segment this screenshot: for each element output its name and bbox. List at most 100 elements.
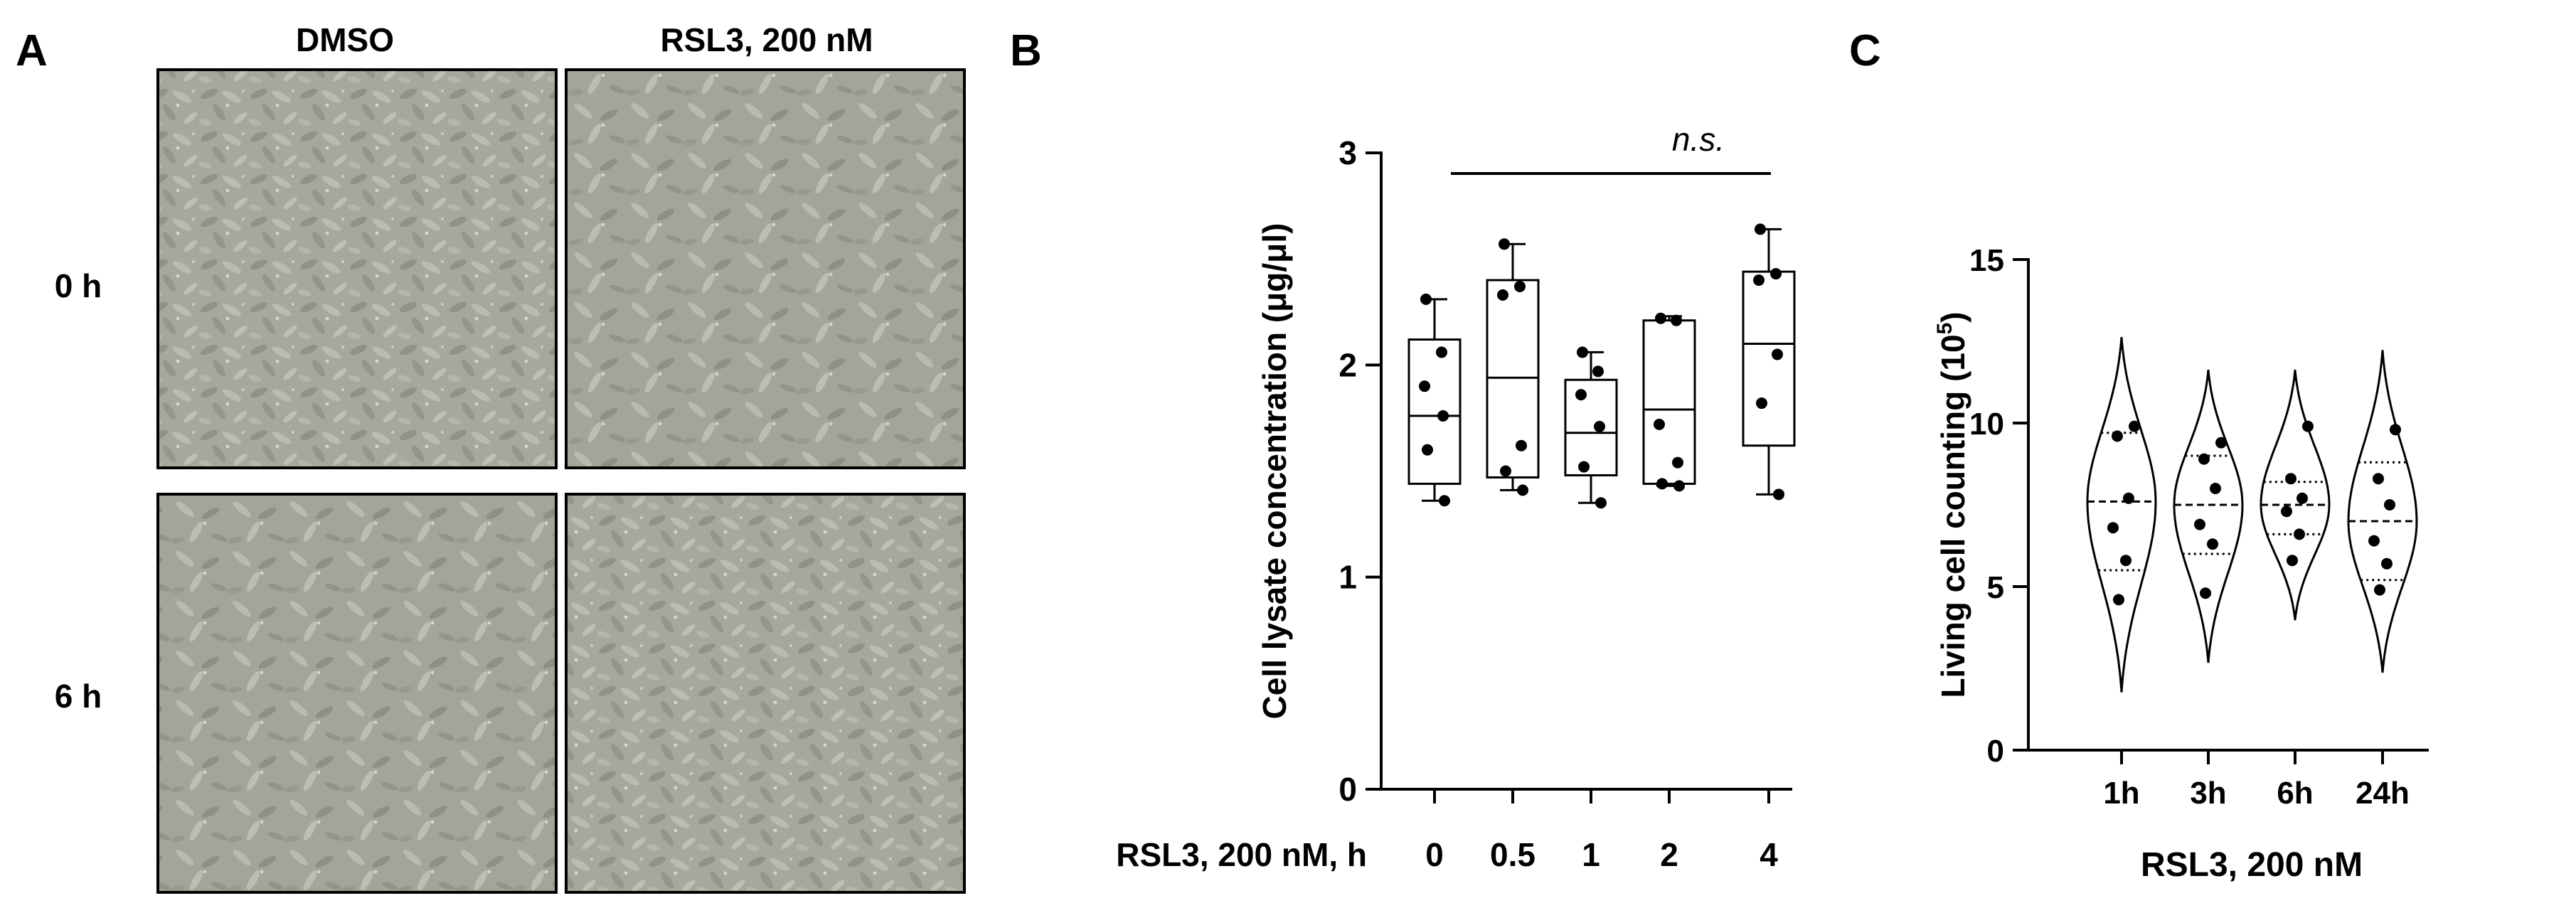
x-tick-label: 4	[1760, 836, 1778, 873]
box-plot-lysate: 0 1 2 3 0 0.5 1 2 4 RSL3, 200 nM, h Cell lysate co…	[1116, 121, 1796, 873]
data-point	[2129, 420, 2140, 432]
iqr-box	[1564, 378, 1618, 476]
y-tick-label: 5	[1987, 570, 2004, 605]
box-2	[1642, 312, 1696, 492]
data-point	[1436, 346, 1447, 358]
y-axis-label-close: )	[1934, 311, 1971, 322]
y-tick-label: 0	[1338, 771, 1357, 808]
micrograph-rsl3-0h	[565, 68, 966, 469]
data-point	[1419, 380, 1430, 392]
data-point	[1755, 223, 1766, 235]
y-axis-label: Living cell counting (105)	[1933, 311, 1971, 698]
data-point	[1655, 312, 1666, 324]
data-point	[2207, 538, 2218, 550]
box-1	[1564, 346, 1618, 509]
y-tick-label: 10	[1969, 407, 2004, 442]
x-tick-label: 0	[1425, 836, 1444, 873]
x-tick-label: 3h	[2190, 776, 2226, 811]
data-point	[1517, 484, 1528, 496]
data-point	[2302, 420, 2314, 432]
column-label-rsl3: RSL3, 200 nM	[660, 21, 873, 58]
column-label-dmso: DMSO	[296, 21, 394, 58]
violin-24h	[2347, 350, 2418, 673]
data-point	[1578, 461, 1590, 473]
data-point	[2368, 535, 2380, 547]
data-point	[1772, 348, 1783, 360]
data-point	[1753, 274, 1765, 286]
panel-letter-a: A	[16, 26, 48, 75]
row-label-6h: 6 h	[55, 678, 102, 715]
data-point	[1656, 478, 1668, 490]
box-4	[1742, 223, 1796, 501]
data-point	[1671, 314, 1682, 326]
data-point	[2198, 453, 2210, 465]
x-tick-label: 0.5	[1490, 836, 1536, 873]
data-point	[2296, 492, 2308, 504]
y-axis-label-main: Living cell counting (10	[1934, 334, 1971, 698]
data-point	[1514, 280, 1526, 292]
significance-label: n.s.	[1672, 121, 1725, 158]
box-0.5	[1486, 238, 1540, 496]
panel-letter-b: B	[1010, 26, 1042, 75]
row-label-0h: 0 h	[55, 267, 102, 304]
violin-plot-living-cells: 0 5 10 15 1h 3h 6h 24h RSL3, 200 nM Living cell c…	[1933, 243, 2429, 884]
x-axis-label: RSL3, 200 nM, h	[1116, 836, 1367, 873]
y-tick-label: 15	[1969, 243, 2004, 278]
y-tick-label: 0	[1987, 734, 2004, 769]
data-point	[2373, 473, 2384, 485]
micrograph-dmso-6h	[156, 493, 558, 894]
data-point	[2285, 473, 2296, 485]
data-point	[1577, 346, 1588, 358]
data-point	[1516, 439, 1527, 452]
data-point	[1672, 456, 1683, 469]
y-axis-label-superscript: 5	[1933, 323, 1957, 335]
y-tick-label: 3	[1338, 134, 1357, 171]
data-point	[2390, 424, 2401, 436]
data-point	[2120, 555, 2131, 567]
data-point	[2194, 518, 2205, 530]
data-point	[1422, 444, 1433, 456]
x-tick-label: 6h	[2277, 776, 2313, 811]
panel-letter-c: C	[1849, 26, 1881, 75]
data-point	[2384, 499, 2395, 511]
violin-outline	[2173, 369, 2244, 663]
data-point	[2287, 555, 2298, 567]
violin-outline	[2086, 336, 2157, 693]
iqr-box	[1742, 270, 1796, 447]
data-point	[1592, 365, 1604, 378]
data-point	[2381, 557, 2393, 570]
micrograph-rsl3-6h	[565, 493, 966, 894]
data-point	[1420, 293, 1432, 305]
data-point	[1439, 495, 1450, 507]
data-point	[1595, 497, 1607, 509]
data-point	[2294, 528, 2305, 540]
data-point	[1575, 389, 1587, 401]
violin-outline	[2260, 369, 2331, 621]
x-tick-label: 1	[1582, 836, 1600, 873]
x-tick-label: 2	[1660, 836, 1678, 873]
data-point	[1773, 488, 1784, 501]
violin-6h	[2260, 369, 2331, 621]
data-point	[2215, 437, 2227, 449]
x-axis-label: RSL3, 200 nM	[2141, 846, 2363, 884]
data-point	[1497, 289, 1508, 301]
data-point	[2210, 483, 2221, 494]
y-tick-label: 2	[1338, 346, 1357, 383]
violin-3h	[2173, 369, 2244, 663]
y-tick-label: 1	[1338, 559, 1357, 596]
data-point	[1756, 397, 1767, 410]
data-point	[2374, 584, 2385, 596]
box-0	[1407, 293, 1462, 507]
iqr-box	[1642, 319, 1696, 485]
y-axis-label: Cell lysate concentration (μg/μl)	[1256, 223, 1293, 720]
data-point	[2200, 587, 2211, 599]
data-point	[1500, 465, 1511, 477]
data-point	[2281, 506, 2292, 518]
micrograph-dmso-0h	[156, 68, 558, 469]
data-point	[2113, 594, 2124, 606]
data-point	[1594, 420, 1605, 432]
violin-outline	[2347, 350, 2418, 673]
data-point	[1770, 268, 1782, 280]
data-point	[1654, 418, 1665, 430]
data-point	[2112, 430, 2123, 442]
